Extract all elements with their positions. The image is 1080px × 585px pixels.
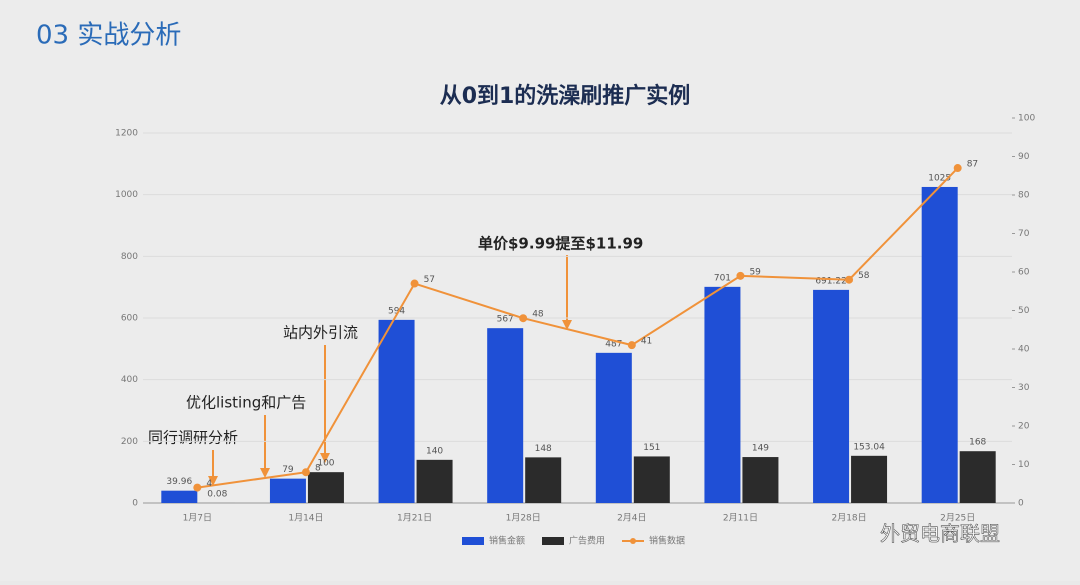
legend-swatch	[630, 538, 636, 544]
line-point	[954, 164, 962, 172]
y2-tick-label: 50	[1018, 306, 1030, 316]
line-point	[628, 341, 636, 349]
line-point	[302, 468, 310, 476]
legend-label: 广告费用	[569, 535, 605, 547]
bar	[742, 457, 778, 503]
bar	[922, 187, 958, 503]
x-tick-label: 2月4日	[617, 513, 646, 524]
data-label: 153.04	[853, 442, 885, 452]
bar	[704, 287, 740, 503]
bar	[487, 328, 523, 503]
data-label: 148	[535, 444, 552, 454]
x-tick-label: 2月11日	[723, 513, 758, 524]
line-point	[736, 272, 744, 280]
y2-tick-label: 90	[1018, 152, 1030, 162]
watermark: 外贸电商联盟	[880, 522, 1000, 546]
line-point	[411, 280, 419, 288]
y2-tick-label: 40	[1018, 345, 1030, 355]
data-label: 168	[969, 438, 986, 448]
y2-tick-label: 70	[1018, 229, 1030, 239]
y2-tick-label: 10	[1018, 460, 1030, 470]
bar	[960, 451, 996, 503]
line-point	[519, 314, 527, 322]
y-tick-label: 600	[121, 314, 138, 324]
legend-label: 销售金额	[489, 535, 525, 547]
data-label: 8	[315, 464, 321, 474]
y2-tick-label: 20	[1018, 422, 1030, 432]
bar	[270, 479, 306, 503]
data-label: 701	[714, 273, 731, 283]
bar	[417, 460, 453, 503]
bar	[813, 290, 849, 503]
bar	[379, 320, 415, 503]
y2-tick-label: 60	[1018, 268, 1030, 278]
slide-title: 03 实战分析	[36, 21, 181, 51]
x-tick-label: 1月21日	[397, 513, 432, 524]
data-label: 41	[641, 337, 652, 347]
y2-tick-label: 0	[1018, 499, 1024, 509]
legend-swatch	[542, 537, 564, 545]
data-label: 0.08	[207, 489, 227, 499]
y-tick-label: 400	[121, 375, 138, 385]
bar	[525, 457, 561, 503]
data-label: 151	[643, 443, 660, 453]
y2-tick-label: 30	[1018, 383, 1030, 393]
y-tick-label: 800	[121, 252, 138, 262]
y-tick-label: 0	[132, 499, 138, 509]
y-tick-label: 1200	[115, 129, 138, 139]
bar	[634, 456, 670, 503]
line-point	[845, 276, 853, 284]
bar	[851, 456, 887, 503]
data-label: 39.96	[166, 477, 192, 487]
x-tick-label: 1月28日	[506, 513, 541, 524]
data-label: 149	[752, 444, 769, 454]
annotation: 单价$9.99提至$11.99	[478, 235, 643, 253]
x-tick-label: 1月7日	[183, 513, 212, 524]
bar	[308, 472, 344, 503]
line-point	[193, 484, 201, 492]
bar	[596, 353, 632, 503]
data-label: 4	[206, 479, 212, 489]
data-label: 59	[749, 267, 761, 277]
annotation: 站内外引流	[283, 324, 358, 342]
data-label: 57	[424, 275, 435, 285]
data-label: 58	[858, 271, 870, 281]
data-label: 87	[967, 160, 978, 170]
chart-title: 从0到1的洗澡刷推广实例	[440, 83, 691, 109]
legend-label: 销售数据	[649, 535, 685, 547]
annotation: 同行调研分析	[148, 429, 238, 447]
x-tick-label: 2月18日	[831, 513, 866, 524]
bar	[161, 491, 197, 503]
x-tick-label: 1月14日	[288, 513, 323, 524]
data-label: 140	[426, 446, 443, 456]
y-tick-label: 1000	[115, 190, 138, 200]
data-label: 567	[497, 315, 514, 325]
y-tick-label: 200	[121, 437, 138, 447]
legend-swatch	[462, 537, 484, 545]
annotation: 优化listing和广告	[186, 394, 306, 412]
y2-tick-label: 80	[1018, 191, 1030, 201]
y2-tick-label: 100	[1018, 114, 1035, 124]
data-label: 48	[532, 310, 544, 320]
